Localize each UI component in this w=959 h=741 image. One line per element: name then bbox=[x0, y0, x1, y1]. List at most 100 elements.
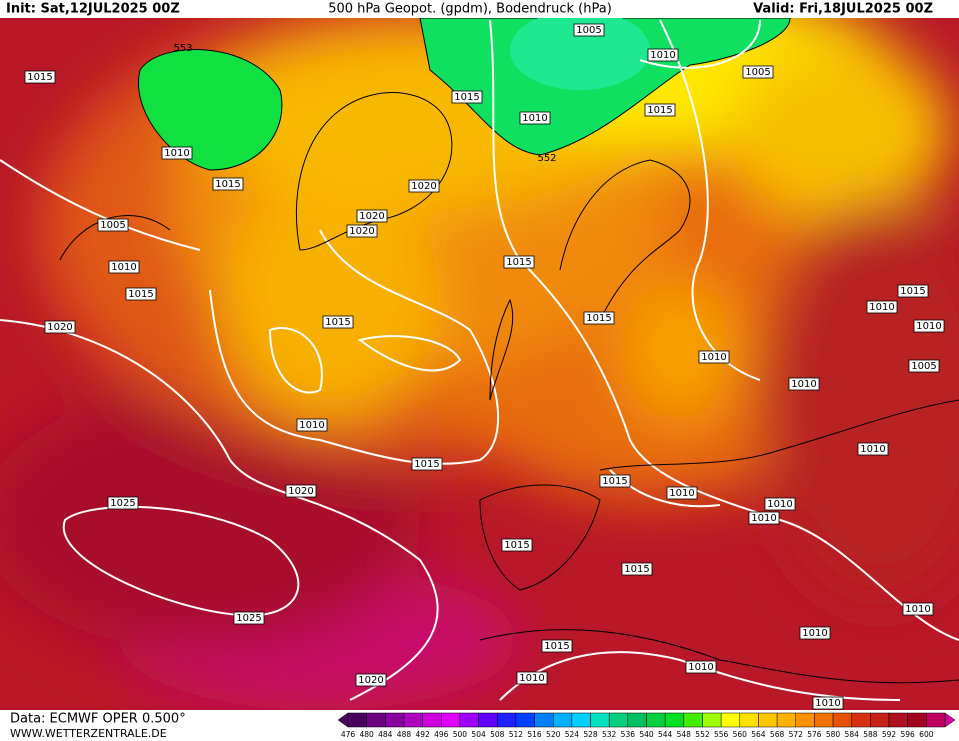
label-box bbox=[913, 319, 945, 333]
label-box bbox=[644, 103, 676, 117]
scale-label: 504 bbox=[471, 730, 486, 739]
label-box bbox=[212, 177, 244, 191]
isobar-label: 1020 bbox=[358, 675, 383, 686]
isobar-label: 1020 bbox=[349, 226, 374, 237]
isobar-label: 1020 bbox=[411, 181, 436, 192]
label-box bbox=[322, 315, 354, 329]
label-box bbox=[799, 626, 831, 640]
scale-swatch bbox=[608, 712, 629, 728]
scale-label: 516 bbox=[527, 730, 542, 739]
init-time: Init: Sat,12JUL2025 00Z bbox=[6, 2, 180, 17]
map-field bbox=[0, 18, 959, 710]
scale-label: 544 bbox=[658, 730, 673, 739]
scale-swatch bbox=[739, 712, 759, 728]
scale-swatch bbox=[366, 712, 386, 728]
scale-swatch bbox=[683, 712, 703, 728]
isobar-label: 1010 bbox=[519, 673, 544, 684]
scale-swatch bbox=[720, 712, 741, 728]
label-box bbox=[647, 48, 679, 62]
isobar-label: 1015 bbox=[506, 257, 531, 268]
label-box bbox=[161, 146, 193, 160]
valid-time: Valid: Fri,18JUL2025 00Z bbox=[753, 2, 933, 17]
scale-label: 492 bbox=[415, 730, 430, 739]
scale-swatch bbox=[664, 712, 685, 728]
label-box bbox=[346, 224, 378, 238]
scale-swatch bbox=[385, 712, 405, 728]
isobar-label: 1015 bbox=[414, 459, 439, 470]
scale-label: 524 bbox=[565, 730, 580, 739]
label-box bbox=[503, 255, 535, 269]
isobar-label: 1010 bbox=[650, 50, 675, 61]
label-box bbox=[501, 538, 533, 552]
isobar-label: 1010 bbox=[802, 628, 827, 639]
scale-label: 584 bbox=[845, 730, 860, 739]
scale-label: 552 bbox=[695, 730, 710, 739]
isobar-labels: 553 1015 1005 1010 1005 1015 1015 1010 552 1010 10… bbox=[24, 23, 945, 710]
isobar-label: 1010 bbox=[299, 420, 324, 431]
scale-swatch bbox=[758, 712, 778, 728]
isobar-label: 1010 bbox=[164, 148, 189, 159]
scale-swatch bbox=[888, 712, 908, 728]
label-box bbox=[519, 111, 551, 125]
isobar-label: 1015 bbox=[325, 317, 350, 328]
label-box bbox=[125, 287, 157, 301]
label-box bbox=[866, 300, 898, 314]
isobar-label: 1020 bbox=[288, 486, 313, 497]
isobar-label: 1010 bbox=[767, 499, 792, 510]
label-box bbox=[541, 639, 573, 653]
scale-label: 556 bbox=[714, 730, 729, 739]
scale-label: 528 bbox=[583, 730, 598, 739]
isobar-label: 1010 bbox=[669, 488, 694, 499]
isobar-label: 1005 bbox=[576, 25, 601, 36]
label-box bbox=[742, 65, 774, 79]
scale-swatch bbox=[590, 712, 610, 728]
label-box bbox=[108, 260, 140, 274]
label-box bbox=[599, 474, 631, 488]
scale-swatch bbox=[702, 712, 722, 728]
label-box bbox=[666, 486, 698, 500]
scale-swatch bbox=[926, 712, 946, 728]
label-box bbox=[857, 442, 889, 456]
scale-swatch bbox=[459, 712, 479, 728]
label-box bbox=[621, 562, 653, 576]
isobar-label: 1010 bbox=[860, 444, 885, 455]
isobar-label: 1005 bbox=[911, 361, 936, 372]
scale-label: 520 bbox=[546, 730, 561, 739]
scale-label: 588 bbox=[863, 730, 878, 739]
scale-swatch bbox=[347, 712, 367, 728]
scale-label: 580 bbox=[826, 730, 841, 739]
label-box bbox=[408, 179, 440, 193]
scale-label: 512 bbox=[509, 730, 524, 739]
scale-label: 500 bbox=[453, 730, 468, 739]
isobar-label: 1010 bbox=[111, 262, 136, 273]
isobar-label: 1010 bbox=[701, 352, 726, 363]
scale-swatch bbox=[646, 712, 666, 728]
scale-label: 532 bbox=[602, 730, 617, 739]
scale-label: 508 bbox=[490, 730, 505, 739]
scale-label: 536 bbox=[621, 730, 636, 739]
color-scale: 476 480 484 488 492 496 500 504 508 512 516 520 524 5… bbox=[337, 712, 956, 739]
isobar-label: 1015 bbox=[504, 540, 529, 551]
scale-swatch bbox=[478, 712, 498, 728]
isobar-label: 1015 bbox=[215, 179, 240, 190]
isobar-label: 552 bbox=[537, 153, 556, 164]
scale-swatch bbox=[795, 712, 815, 728]
isobar-label: 1015 bbox=[454, 92, 479, 103]
scale-swatch bbox=[832, 712, 852, 728]
scale-label: 596 bbox=[901, 730, 916, 739]
isobar-label: 1025 bbox=[110, 498, 135, 509]
scale-label: 600 bbox=[919, 730, 934, 739]
isobar-label: 1015 bbox=[128, 289, 153, 300]
isobar-label: 1010 bbox=[522, 113, 547, 124]
isobar-label: 1015 bbox=[602, 476, 627, 487]
scale-label: 488 bbox=[397, 730, 412, 739]
scale-swatch bbox=[422, 712, 442, 728]
isobar-label: 1010 bbox=[791, 379, 816, 390]
label-box bbox=[573, 23, 605, 37]
label-box bbox=[24, 70, 56, 84]
scale-label: 480 bbox=[359, 730, 374, 739]
isobar-label: 1010 bbox=[905, 604, 930, 615]
isobar-label: 1015 bbox=[900, 286, 925, 297]
isobar-label: 1005 bbox=[100, 220, 125, 231]
